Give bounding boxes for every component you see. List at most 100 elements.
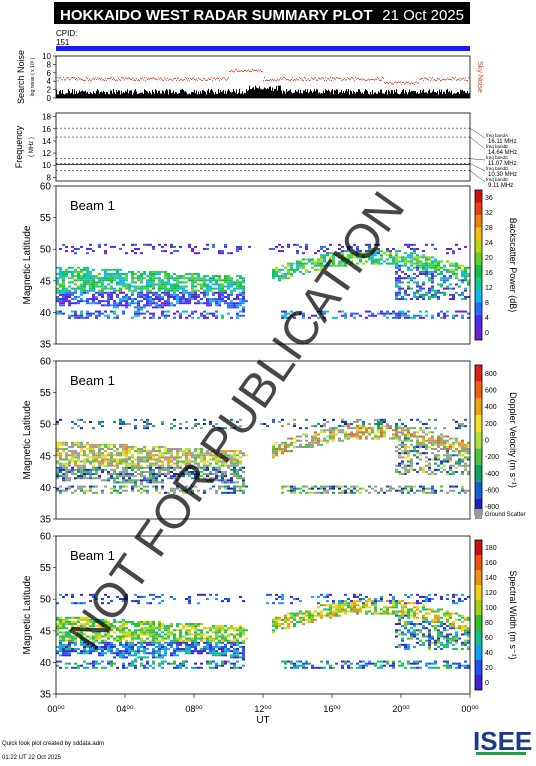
echo-cell	[314, 431, 317, 433]
echo-cell	[431, 471, 434, 473]
echo-cell	[467, 471, 470, 473]
echo-cell	[434, 440, 437, 442]
echo-cell	[122, 644, 125, 646]
echo-cell	[242, 286, 245, 288]
echo-cell	[173, 277, 176, 279]
echo-cell	[212, 315, 215, 317]
noise-point	[130, 79, 131, 80]
echo-cell	[299, 267, 302, 269]
echo-cell	[140, 631, 143, 633]
echo-cell	[236, 481, 239, 483]
echo-cell	[464, 444, 467, 446]
echo-cell	[122, 473, 125, 475]
echo-cell	[56, 442, 59, 444]
echo-cell	[62, 296, 65, 298]
echo-cell	[413, 427, 416, 429]
echo-cell	[290, 450, 293, 452]
echo-cell	[185, 598, 188, 600]
echo-cell	[140, 621, 143, 623]
echo-cell	[344, 438, 347, 440]
echo-cell	[131, 298, 134, 300]
sky-noise-bar	[459, 94, 460, 98]
sky-noise-bar	[429, 89, 430, 98]
echo-cell	[59, 248, 62, 250]
echo-cell	[287, 446, 290, 448]
echo-cell	[77, 454, 80, 456]
noise-point	[104, 80, 105, 81]
echo-cell	[107, 288, 110, 290]
echo-cell	[326, 429, 329, 431]
echo-cell	[224, 279, 227, 281]
echo-cell	[59, 444, 62, 446]
echo-cell	[404, 425, 407, 427]
echo-cell	[344, 317, 347, 319]
sky-noise-bar	[94, 93, 95, 98]
noise-point	[122, 77, 123, 78]
noise-point	[180, 79, 181, 80]
echo-cell	[92, 427, 95, 429]
echo-cell	[74, 315, 77, 317]
echo-cell	[158, 648, 161, 650]
sky-noise-bar	[266, 89, 267, 98]
echo-cell	[131, 646, 134, 648]
echo-cell	[152, 471, 155, 473]
echo-cell	[212, 277, 215, 279]
sky-noise-bar	[369, 95, 370, 98]
echo-cell	[236, 296, 239, 298]
echo-cell	[95, 302, 98, 304]
echo-cell	[80, 461, 83, 463]
echo-cell	[176, 286, 179, 288]
echo-cell	[458, 286, 461, 288]
echo-cell	[65, 477, 68, 479]
echo-cell	[380, 421, 383, 423]
sky-noise-bar	[381, 90, 382, 98]
echo-cell	[74, 311, 77, 313]
sky-noise-bar	[213, 92, 214, 98]
echo-cell	[128, 456, 131, 458]
echo-cell	[77, 471, 80, 473]
echo-cell	[197, 252, 200, 254]
echo-cell	[422, 288, 425, 290]
echo-cell	[398, 471, 401, 473]
echo-cell	[413, 446, 416, 448]
echo-cell	[59, 467, 62, 469]
echo-cell	[98, 663, 101, 665]
noise-point	[88, 80, 89, 81]
sky-noise-bar	[141, 93, 142, 98]
echo-cell	[104, 277, 107, 279]
echo-cell	[389, 438, 392, 440]
echo-cell	[92, 467, 95, 469]
noise-point	[123, 77, 124, 78]
noise-point	[147, 79, 148, 80]
echo-cell	[209, 640, 212, 642]
echo-cell	[92, 277, 95, 279]
echo-cell	[368, 311, 371, 313]
echo-cell	[134, 252, 137, 254]
echo-cell	[428, 265, 431, 267]
echo-cell	[158, 623, 161, 625]
echo-cell	[362, 427, 365, 429]
echo-cell	[467, 452, 470, 454]
echo-cell	[164, 456, 167, 458]
echo-cell	[224, 277, 227, 279]
echo-cell	[113, 302, 116, 304]
echo-cell	[128, 288, 131, 290]
noise-point	[166, 80, 167, 81]
echo-cell	[194, 294, 197, 296]
sky-noise-bar	[171, 93, 172, 98]
sky-noise-bar	[314, 89, 315, 98]
echo-cell	[341, 486, 344, 488]
echo-cell	[392, 433, 395, 435]
echo-cell	[413, 450, 416, 452]
noise-point	[168, 80, 169, 81]
echo-cell	[275, 269, 278, 271]
echo-cell	[209, 650, 212, 652]
echo-cell	[152, 458, 155, 460]
echo-cell	[155, 465, 158, 467]
echo-cell	[239, 488, 242, 490]
echo-cell	[92, 492, 95, 494]
echo-cell	[308, 488, 311, 490]
echo-cell	[194, 629, 197, 631]
sky-noise-bar	[61, 93, 62, 98]
echo-cell	[155, 652, 158, 654]
